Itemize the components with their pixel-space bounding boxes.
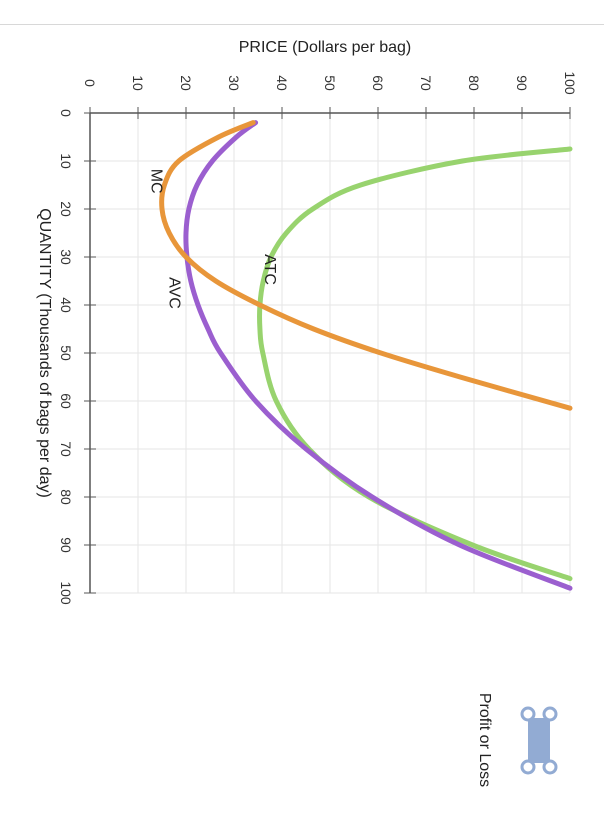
quantity-tick-label: 70 xyxy=(58,441,74,457)
y-axis-title: PRICE (Dollars per bag) xyxy=(239,39,412,56)
legend: Profit or Loss xyxy=(476,693,558,787)
curve-labels: MC AVC ATC xyxy=(148,169,278,309)
quantity-tick-label: 80 xyxy=(58,489,74,505)
quantity-tick-label: 10 xyxy=(58,153,74,169)
axes: 0 10 20 30 40 50 60 70 80 90 100 0 10 20 30 40 50 60 70 80 9… xyxy=(58,71,578,605)
quantity-tick-label: 90 xyxy=(58,537,74,553)
profit-or-loss-tool-icon[interactable] xyxy=(520,706,558,775)
price-tick-label: 0 xyxy=(82,79,98,87)
series-layer xyxy=(159,120,573,591)
atc-label: ATC xyxy=(261,254,278,285)
avc-curve xyxy=(183,120,573,591)
price-tick-label: 40 xyxy=(274,75,290,91)
top-divider xyxy=(0,24,604,25)
quantity-tick-label: 30 xyxy=(58,249,74,265)
mc-curve xyxy=(159,120,573,411)
price-tick-label: 50 xyxy=(322,75,338,91)
price-tick-label: 60 xyxy=(370,75,386,91)
price-tick-label: 80 xyxy=(466,75,482,91)
price-tick-label: 100 xyxy=(562,71,578,95)
quantity-tick-label: 0 xyxy=(58,109,74,117)
price-tick-label: 70 xyxy=(418,75,434,91)
price-tick-label: 90 xyxy=(514,75,530,91)
avc-label: AVC xyxy=(166,277,183,309)
price-tick-label: 10 xyxy=(130,75,146,91)
x-axis-title: QUANTITY (Thousands of bags per day) xyxy=(36,208,53,498)
quantity-tick-label: 40 xyxy=(58,297,74,313)
quantity-tick-label: 60 xyxy=(58,393,74,409)
price-tick-label: 30 xyxy=(226,75,242,91)
quantity-tick-label: 100 xyxy=(58,581,74,605)
mc-label: MC xyxy=(148,169,165,194)
legend-label: Profit or Loss xyxy=(476,693,493,787)
price-tick-label: 20 xyxy=(178,75,194,91)
quantity-tick-label: 50 xyxy=(58,345,74,361)
quantity-tick-label: 20 xyxy=(58,201,74,217)
